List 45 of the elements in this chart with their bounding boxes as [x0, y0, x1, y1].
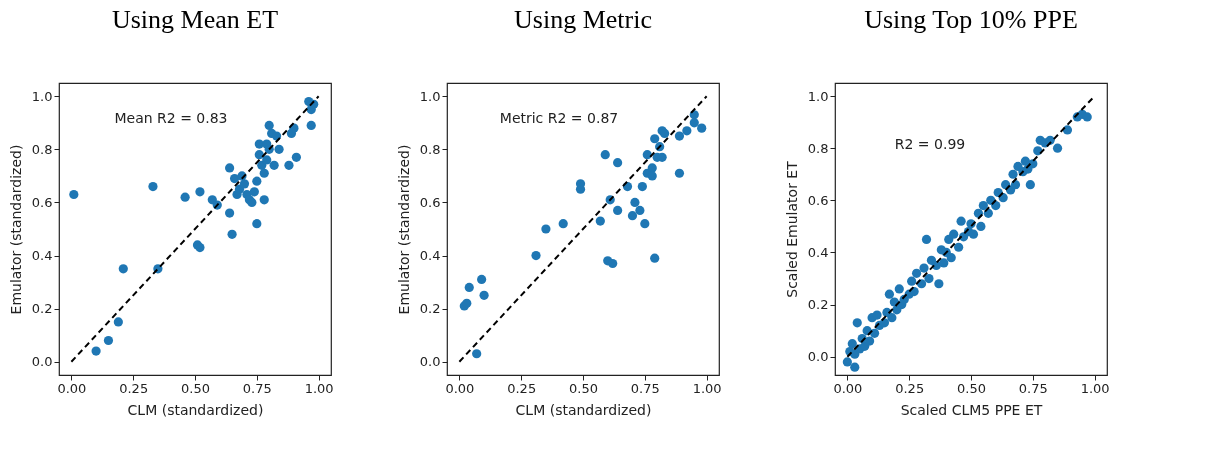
- y-tick-label: 0.0: [31, 354, 53, 370]
- y-axis-title: Emulator (standardized): [7, 144, 24, 315]
- y-tick-label: 0.4: [419, 248, 441, 264]
- x-tick-label: 0.50: [957, 380, 986, 396]
- y-tick-label: 1.0: [807, 88, 829, 104]
- y-tick-label: 0.2: [419, 301, 441, 317]
- annotation: Metric R2 = 0.87: [499, 110, 619, 126]
- annotation: Mean R2 = 0.83: [114, 110, 228, 126]
- x-axis-title: Scaled CLM5 PPE ET: [900, 401, 1043, 418]
- x-tick-label: 0.25: [119, 380, 149, 396]
- x-tick-label: 1.00: [692, 380, 722, 396]
- y-tick-label: 0.0: [807, 349, 829, 365]
- x-axis-title: CLM (standardized): [515, 401, 652, 418]
- x-tick-label: 1.00: [1080, 380, 1110, 396]
- x-tick-label: 0.00: [57, 380, 87, 396]
- chart-title: Using Mean ET: [111, 5, 279, 34]
- chart-title: Using Metric: [514, 5, 652, 34]
- y-tick-label: 0.8: [419, 141, 441, 157]
- y-tick-label: 0.8: [807, 140, 829, 156]
- x-tick-label: 0.75: [630, 380, 660, 396]
- y-tick-label: 1.0: [31, 88, 53, 104]
- x-tick-label: 0.25: [507, 380, 537, 396]
- x-tick-label: 0.25: [895, 380, 925, 396]
- y-tick-label: 0.2: [31, 301, 53, 317]
- y-tick-label: 0.8: [31, 141, 53, 157]
- annotation: R2 = 0.99: [894, 136, 966, 152]
- x-tick-label: 0.75: [242, 380, 272, 396]
- y-tick-label: 0.0: [419, 354, 441, 370]
- y-axis-title: Emulator (standardized): [395, 144, 412, 315]
- x-tick-label: 1.00: [304, 380, 334, 396]
- x-tick-label: 0.50: [181, 380, 210, 396]
- x-tick-label: 0.50: [569, 380, 598, 396]
- x-tick-label: 0.00: [445, 380, 475, 396]
- x-axis-title: CLM (standardized): [127, 401, 264, 418]
- y-tick-label: 0.6: [419, 194, 441, 210]
- chart-title: Using Top 10% PPE: [864, 5, 1078, 34]
- y-tick-label: 0.4: [31, 248, 53, 264]
- y-tick-label: 0.2: [807, 297, 829, 313]
- y-tick-label: 0.6: [807, 192, 829, 208]
- y-tick-label: 0.6: [31, 194, 53, 210]
- y-tick-label: 0.4: [807, 244, 829, 260]
- y-axis-title: Scaled Emulator ET: [783, 160, 800, 298]
- x-tick-label: 0.75: [1018, 380, 1048, 396]
- x-tick-label: 0.00: [833, 380, 863, 396]
- y-tick-label: 1.0: [419, 88, 441, 104]
